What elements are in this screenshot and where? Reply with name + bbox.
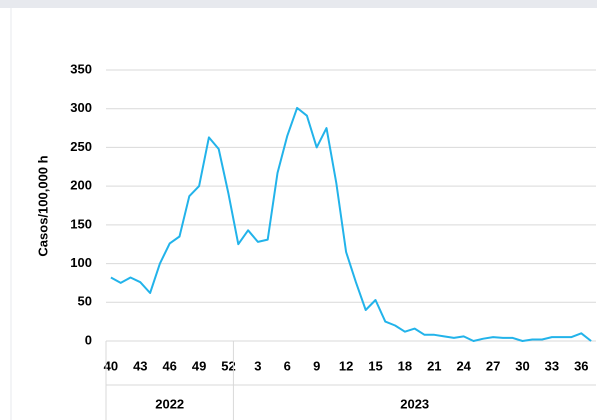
y-tick-label: 250	[70, 139, 92, 154]
y-tick-label: 350	[70, 61, 92, 76]
y-tick-label: 300	[70, 100, 92, 115]
x-tick-label: 18	[398, 358, 412, 373]
group-label: 2023	[400, 396, 429, 411]
x-tick-label: 52	[221, 358, 235, 373]
x-tick-label: 43	[133, 358, 147, 373]
x-tick-label: 3	[254, 358, 261, 373]
x-tick-label: 40	[104, 358, 118, 373]
top-strip	[0, 0, 597, 8]
x-tick-label: 49	[192, 358, 206, 373]
x-tick-label: 24	[456, 358, 471, 373]
y-tick-label: 100	[70, 255, 92, 270]
x-tick-label: 33	[545, 358, 559, 373]
y-tick-label: 200	[70, 178, 92, 193]
x-tick-label: 12	[339, 358, 353, 373]
x-tick-label: 36	[574, 358, 588, 373]
x-tick-label: 15	[368, 358, 382, 373]
y-axis-title: Casos/100,000 h	[35, 155, 50, 256]
group-label: 2022	[155, 396, 184, 411]
y-tick-label: 50	[78, 294, 92, 309]
x-tick-label: 30	[515, 358, 529, 373]
y-tick-label: 0	[85, 332, 92, 347]
y-tick-label: 150	[70, 216, 92, 231]
x-tick-label: 9	[313, 358, 320, 373]
x-tick-label: 6	[284, 358, 291, 373]
x-tick-label: 21	[427, 358, 441, 373]
x-tick-label: 46	[162, 358, 176, 373]
data-line	[110, 106, 592, 342]
x-tick-label: 27	[486, 358, 500, 373]
